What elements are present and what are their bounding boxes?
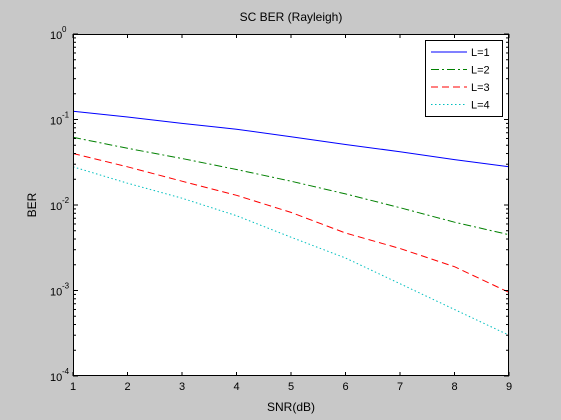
chart-title: SC BER (Rayleigh) [240,10,343,24]
y-tick-exponent: -3 [62,282,70,291]
y-tick-label: 10 [50,30,62,42]
y-tick-exponent: 0 [62,25,67,34]
y-tick-exponent: -4 [62,367,70,376]
legend-label-1: L=1 [471,47,490,59]
legend: L=1 L=2 L=3 L=4 [426,41,503,117]
x-tick-label: 7 [397,381,403,393]
x-axis-label: SNR(dB) [267,400,315,414]
x-tick-label: 4 [233,381,239,393]
y-tick-exponent: -1 [62,111,70,120]
y-tick-label: 10 [50,287,62,299]
x-tick-label: 5 [288,381,294,393]
x-tick-label: 3 [179,381,185,393]
y-tick-exponent: -2 [62,196,70,205]
y-tick-label: 10 [50,116,62,128]
y-tick-label: 10 [50,372,62,384]
legend-label-4: L=4 [471,100,490,112]
x-tick-label: 6 [342,381,348,393]
x-tick-label: 8 [451,381,457,393]
x-tick-label: 9 [506,381,512,393]
legend-label-2: L=2 [471,65,490,77]
x-tick-label: 1 [70,381,76,393]
y-tick-label: 10 [50,201,62,213]
legend-label-3: L=3 [471,82,490,94]
x-tick-label: 2 [124,381,130,393]
y-axis-label: BER [25,192,39,217]
